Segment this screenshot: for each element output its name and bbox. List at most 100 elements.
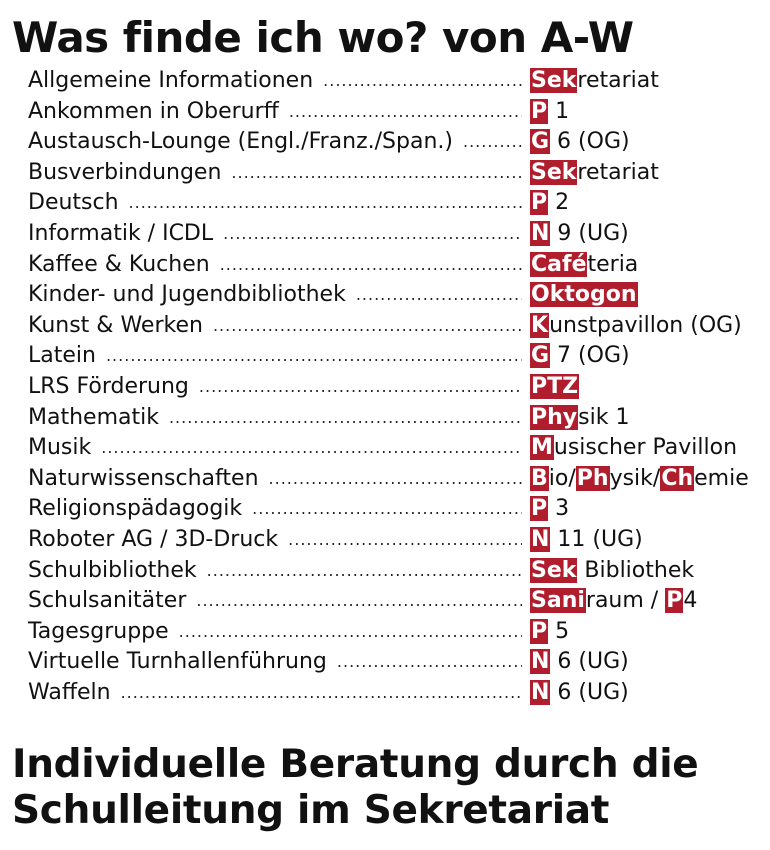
entry-label: LRS Förderung — [28, 373, 189, 399]
leader-dots: ........................................… — [462, 132, 522, 152]
location-text: 3 — [548, 496, 570, 522]
location-text: unstpavillon (OG) — [549, 312, 742, 338]
entry-location: N 6 (UG) — [530, 647, 629, 677]
list-item: Waffeln.................................… — [28, 678, 768, 709]
building-code: PTZ — [530, 373, 580, 399]
location-text: io/ — [548, 465, 576, 491]
entry-location: G 6 (OG) — [530, 127, 630, 157]
location-text: 4 — [683, 588, 698, 614]
location-text: usischer Pavillon — [553, 435, 738, 461]
footer-line: Schulleitung im Sekretariat — [12, 788, 610, 833]
entry-label: Busverbindungen — [28, 159, 222, 185]
building-code: P — [530, 190, 549, 216]
list-item: Busverbindungen.........................… — [28, 158, 768, 189]
list-item: Deutsch.................................… — [28, 188, 768, 219]
entry-label: Kunst & Werken — [28, 312, 203, 338]
entry-label: Kinder- und Jugendbibliothek — [28, 282, 346, 308]
building-code: P — [530, 618, 549, 644]
building-code: Café — [530, 251, 588, 277]
directory-list: Allgemeine Informationen................… — [28, 66, 768, 708]
list-item: Tagesgruppe.............................… — [28, 617, 768, 648]
building-code: Sek — [530, 68, 578, 93]
leader-dots: ........................................… — [288, 101, 522, 121]
location-text: 5 — [548, 618, 570, 644]
list-item: Austausch-Lounge (Engl./Franz./Span.)...… — [28, 127, 768, 158]
building-code: P — [665, 588, 684, 614]
leader-dots: ........................................… — [219, 254, 522, 274]
entry-location: G 7 (OG) — [530, 341, 630, 371]
entry-label: Virtuelle Turnhallenführung — [28, 649, 327, 675]
entry-label: Schulsanitäter — [28, 588, 187, 614]
leader-dots: ........................................… — [206, 560, 522, 580]
entry-label: Schulbibliothek — [28, 557, 197, 583]
entry-location: Bio/Physik/Chemie — [530, 464, 749, 494]
location-text: teria — [587, 251, 639, 277]
entry-location: Sek Bibliothek — [530, 556, 694, 586]
leader-dots: ........................................… — [168, 407, 522, 427]
location-text: raum / — [585, 588, 666, 614]
leader-dots: ........................................… — [336, 652, 522, 672]
entry-label: Tagesgruppe — [28, 618, 169, 644]
entry-label: Ankommen in Oberurff — [28, 98, 279, 124]
list-item: Mathematik..............................… — [28, 403, 768, 434]
entry-location: N 11 (UG) — [530, 525, 643, 555]
building-code: B — [530, 465, 549, 491]
entry-label: Austausch-Lounge (Engl./Franz./Span.) — [28, 129, 453, 155]
entry-label: Waffeln — [28, 679, 111, 705]
list-item: Kaffee & Kuchen.........................… — [28, 250, 768, 281]
list-item: Kunst & Werken..........................… — [28, 311, 768, 342]
entry-location: Sekretariat — [530, 158, 659, 188]
location-text: ysik/ — [609, 465, 661, 491]
entry-location: N 6 (UG) — [530, 678, 629, 708]
list-item: Musik...................................… — [28, 433, 768, 464]
entry-location: Caféteria — [530, 250, 638, 280]
location-text: emie — [694, 465, 749, 491]
entry-location: P 5 — [530, 617, 569, 647]
location-text: 2 — [548, 190, 570, 216]
entry-label: Deutsch — [28, 190, 119, 216]
entry-location: N 9 (UG) — [530, 219, 629, 249]
entry-label: Latein — [28, 343, 96, 369]
entry-location: Oktogon — [530, 280, 638, 310]
leader-dots: ........................................… — [212, 315, 522, 335]
building-code: N — [530, 649, 551, 675]
building-code: Sek — [530, 557, 578, 583]
list-item: Schulbibliothek.........................… — [28, 556, 768, 587]
leader-dots: ........................................… — [120, 682, 522, 702]
entry-location: Physik 1 — [530, 403, 629, 433]
list-item: Religionspädagogik......................… — [28, 494, 768, 525]
entry-label: Kaffee & Kuchen — [28, 251, 210, 277]
entry-location: P 1 — [530, 97, 569, 127]
leader-dots: ........................................… — [323, 71, 522, 90]
list-item: Kinder- und Jugendbibliothek............… — [28, 280, 768, 311]
leader-dots: ........................................… — [252, 499, 522, 519]
leader-dots: ........................................… — [223, 223, 522, 243]
location-text: retariat — [577, 68, 659, 93]
entry-location: P 3 — [530, 494, 569, 524]
building-code: N — [530, 220, 551, 246]
location-text: 9 (UG) — [550, 220, 629, 246]
building-code: K — [530, 312, 550, 338]
leader-dots: ........................................… — [196, 591, 522, 611]
building-code: P — [530, 98, 549, 124]
leader-dots: ........................................… — [101, 438, 522, 458]
building-code: G — [530, 343, 551, 369]
location-text: sik 1 — [578, 404, 630, 430]
building-code: N — [530, 679, 551, 705]
entry-label: Religionspädagogik — [28, 496, 243, 522]
entry-label: Allgemeine Informationen — [28, 68, 314, 93]
entry-label: Musik — [28, 435, 92, 461]
entry-location: Musischer Pavillon — [530, 433, 737, 463]
list-item: Ankommen in Oberurff....................… — [28, 97, 768, 128]
building-code: G — [530, 129, 551, 155]
building-code: Sani — [530, 588, 586, 614]
entry-label: Informatik / ICDL — [28, 220, 214, 246]
list-item: Allgemeine Informationen................… — [28, 66, 768, 97]
building-code: Ch — [660, 465, 695, 491]
entry-label: Mathematik — [28, 404, 159, 430]
entry-location: Kunstpavillon (OG) — [530, 311, 742, 341]
entry-label: Roboter AG / 3D-Druck — [28, 526, 279, 552]
entry-label: Naturwissenschaften — [28, 465, 259, 491]
page-title: Was finde ich wo? von A-W — [12, 13, 634, 62]
building-code: Phy — [530, 404, 579, 430]
